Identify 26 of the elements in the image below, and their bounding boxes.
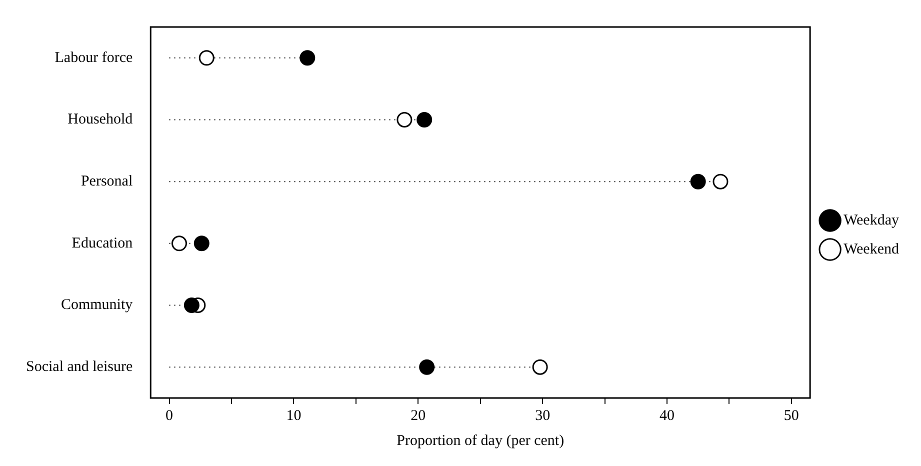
legend-label: Weekday xyxy=(844,212,900,228)
point xyxy=(198,50,214,66)
x-tick-label: 10 xyxy=(286,408,302,424)
x-tick-label: 40 xyxy=(659,408,674,424)
point xyxy=(300,50,316,66)
x-tick-label: 50 xyxy=(784,408,799,424)
x-axis-title: Proportion of day (per cent) xyxy=(396,432,564,449)
point xyxy=(419,359,435,375)
point xyxy=(184,298,200,313)
point xyxy=(416,112,432,128)
y-tick-label: Household xyxy=(68,112,134,128)
x-tick-label: 30 xyxy=(535,408,550,424)
y-tick-label: Community xyxy=(60,297,134,314)
y-tick-label: Labour force xyxy=(54,50,133,66)
point xyxy=(690,174,706,190)
x-tick-label: 20 xyxy=(410,408,426,424)
point xyxy=(532,359,548,375)
y-tick-label: Personal xyxy=(80,174,133,190)
y-tick-label: Education xyxy=(72,235,134,252)
point xyxy=(194,236,210,252)
y-tick-label: Social and leisure xyxy=(26,359,133,376)
legend-label: Weekend xyxy=(844,241,900,258)
x-tick-label: 0 xyxy=(166,408,174,424)
point xyxy=(396,112,412,128)
point xyxy=(172,236,187,252)
point xyxy=(712,174,728,190)
